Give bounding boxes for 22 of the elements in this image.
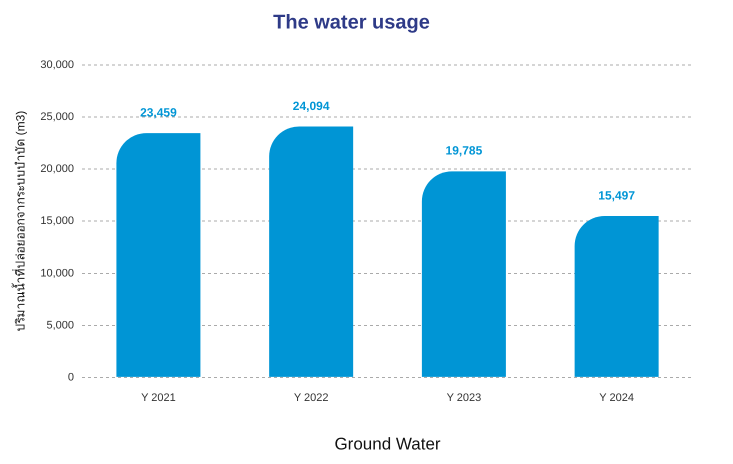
y-tick-label: 15,000 — [40, 215, 74, 228]
y-tick-label: 30,000 — [40, 59, 74, 72]
data-label: 23,459 — [140, 105, 178, 120]
y-axis-title: ปริมาณน้ำที่ปล่อยออกจากระบบบำบัด (m3) — [12, 110, 28, 332]
data-label: 24,094 — [292, 98, 330, 113]
chart-title: The water usage — [273, 12, 430, 34]
bar — [116, 133, 200, 377]
y-tick-label: 25,000 — [40, 111, 74, 124]
x-tick-label: Y 2022 — [294, 392, 328, 404]
bar — [269, 126, 354, 377]
x-tick-label: Y 2023 — [446, 392, 482, 404]
y-tick-label: 5,000 — [46, 319, 74, 332]
data-label: 19,785 — [446, 144, 483, 158]
x-tick-label: Y 2024 — [599, 392, 634, 404]
bar — [574, 216, 659, 377]
y-tick-label: 0 — [68, 371, 74, 384]
y-tick-label: 10,000 — [40, 267, 74, 280]
x-axis-title: Ground Water — [334, 434, 441, 454]
y-tick-label: 20,000 — [40, 163, 74, 176]
x-tick-label: Y 2021 — [141, 392, 176, 404]
data-label: 15,497 — [598, 188, 636, 202]
bar — [422, 171, 506, 377]
